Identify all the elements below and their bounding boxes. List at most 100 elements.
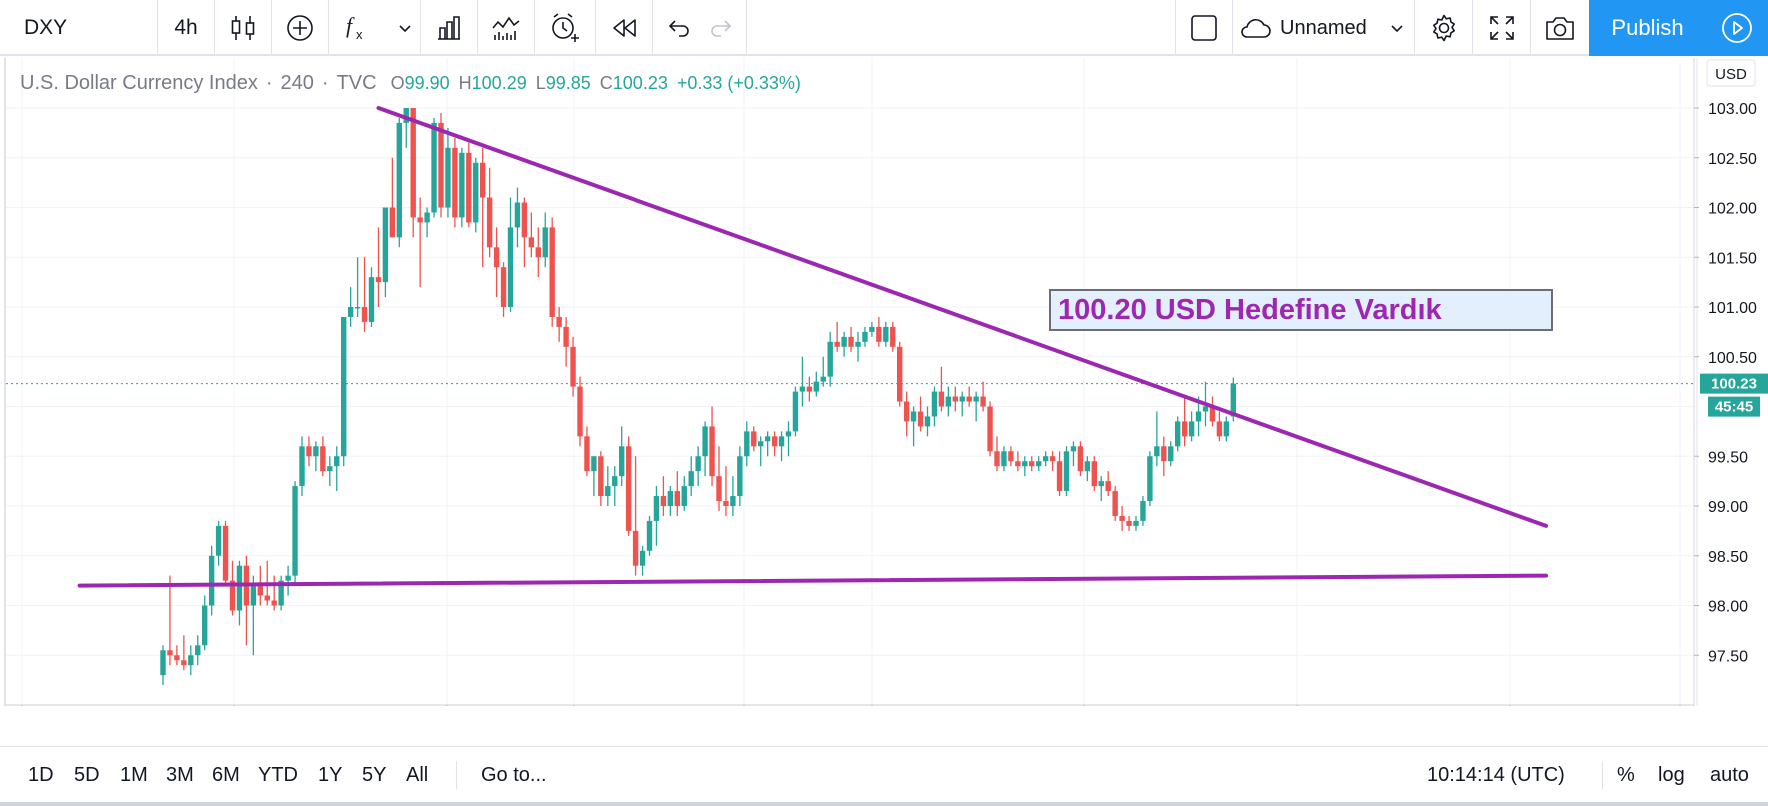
candle [903, 391, 910, 437]
undo-button[interactable] [656, 0, 702, 56]
layout-name-button[interactable]: Unnamed [1238, 0, 1398, 56]
candle [514, 187, 521, 248]
utc-clock[interactable]: 10:14:14 (UTC) [1427, 763, 1565, 786]
toolbar-divider [420, 0, 421, 56]
candle [834, 321, 840, 352]
trendline-horizontal-support[interactable] [77, 573, 1549, 588]
range-1y[interactable]: 1Y [318, 763, 343, 786]
indicators-dropdown[interactable] [385, 0, 425, 56]
candle [1015, 451, 1021, 472]
auto-toggle[interactable]: auto [1710, 763, 1749, 786]
candle [480, 147, 486, 268]
publish-button[interactable]: Publish [1589, 0, 1706, 56]
candle [730, 476, 736, 516]
candle [431, 117, 437, 218]
goto-button[interactable]: Go to... [481, 763, 547, 786]
toolbar-divider [534, 0, 535, 56]
range-1m[interactable]: 1M [120, 763, 148, 786]
candle [181, 635, 187, 671]
range-5d[interactable]: 5D [74, 763, 100, 786]
candle [354, 257, 361, 317]
toolbar-divider [157, 0, 158, 56]
financials-button[interactable] [421, 0, 477, 56]
range-6m[interactable]: 6M [212, 763, 240, 786]
candle [1112, 486, 1118, 521]
symbol-title[interactable]: U.S. Dollar Currency Index [20, 72, 258, 94]
fullscreen-toggle-button[interactable] [1176, 0, 1232, 56]
templates-button[interactable] [478, 0, 534, 56]
snapshot-button[interactable] [1531, 0, 1589, 56]
fullscreen-button[interactable] [1473, 0, 1530, 56]
toolbar-divider [595, 0, 596, 56]
layout-dropdown[interactable] [1380, 0, 1414, 56]
svg-text:f: f [346, 13, 355, 38]
replay-button[interactable] [596, 0, 652, 56]
chart-pane[interactable]: 100.20 USD Hedefine Vardık USD 103.00 102… [0, 58, 1768, 739]
legend-separator: · [321, 72, 329, 94]
chart-legend: U.S. Dollar Currency Index · 240 · TVC O… [20, 72, 801, 95]
candle [174, 645, 180, 666]
trendline-descending-resistance[interactable] [376, 106, 1549, 528]
candle [1070, 441, 1077, 467]
compare-button[interactable] [272, 0, 328, 56]
candle [341, 316, 347, 467]
price-tick-label: 102.50 [1708, 151, 1757, 168]
candle [299, 436, 305, 497]
toolbar-divider [328, 0, 329, 56]
candle [236, 560, 243, 626]
candle [285, 565, 291, 596]
redo-button[interactable] [698, 0, 744, 56]
range-5y[interactable]: 5Y [362, 763, 387, 786]
last-price-label: 100.23 [1711, 376, 1757, 393]
settings-icon [1432, 14, 1455, 42]
price-tick-label: 101.50 [1708, 250, 1757, 267]
candle [987, 401, 993, 457]
candle [1008, 446, 1014, 467]
candle [1188, 411, 1195, 442]
range-3m[interactable]: 3M [166, 763, 194, 786]
toolbar-divider [1602, 761, 1603, 789]
chevron-down-icon [399, 25, 411, 33]
low-label: L [535, 73, 546, 93]
candle [681, 476, 687, 511]
interval-button[interactable]: 4h [174, 16, 198, 39]
range-ytd[interactable]: YTD [258, 763, 298, 786]
toolbar-divider [1175, 0, 1176, 56]
range-1d[interactable]: 1D [28, 763, 54, 786]
candle [744, 421, 750, 467]
candle [883, 321, 889, 347]
candle [1077, 441, 1084, 477]
play-button[interactable] [1706, 0, 1768, 56]
range-all[interactable]: All [406, 763, 429, 786]
chart-type-button[interactable] [215, 0, 271, 56]
settings-button[interactable] [1415, 0, 1472, 56]
close-label: C [599, 73, 613, 93]
candle [619, 426, 625, 487]
candle [1223, 416, 1230, 442]
candle [549, 217, 555, 327]
alert-button[interactable] [535, 0, 595, 56]
candle [466, 142, 472, 228]
candle [785, 421, 792, 457]
percent-toggle[interactable]: % [1617, 763, 1635, 786]
price-chart[interactable]: 100.20 USD Hedefine Vardık USD 103.00 102… [0, 58, 1768, 739]
candle [278, 575, 284, 611]
currency-badge[interactable] [1706, 59, 1756, 87]
symbol-search[interactable]: DXY [24, 16, 68, 39]
price-scale[interactable]: USD 103.00 102.50 102.00 101.50 101.00 100.50… [1694, 59, 1757, 665]
trendlines[interactable] [77, 106, 1549, 588]
candle [375, 227, 382, 307]
svg-text:x: x [356, 27, 363, 42]
annotation-box[interactable]: 100.20 USD Hedefine Vardık [1049, 289, 1553, 331]
candle [667, 486, 674, 516]
candle [403, 108, 409, 148]
candle [320, 436, 326, 477]
price-tick-label: 98.00 [1708, 599, 1748, 616]
candle [452, 137, 458, 228]
candle [1036, 456, 1042, 472]
log-toggle[interactable]: log [1658, 763, 1685, 786]
layout-name: Unnamed [1280, 16, 1367, 39]
candle [924, 406, 931, 437]
